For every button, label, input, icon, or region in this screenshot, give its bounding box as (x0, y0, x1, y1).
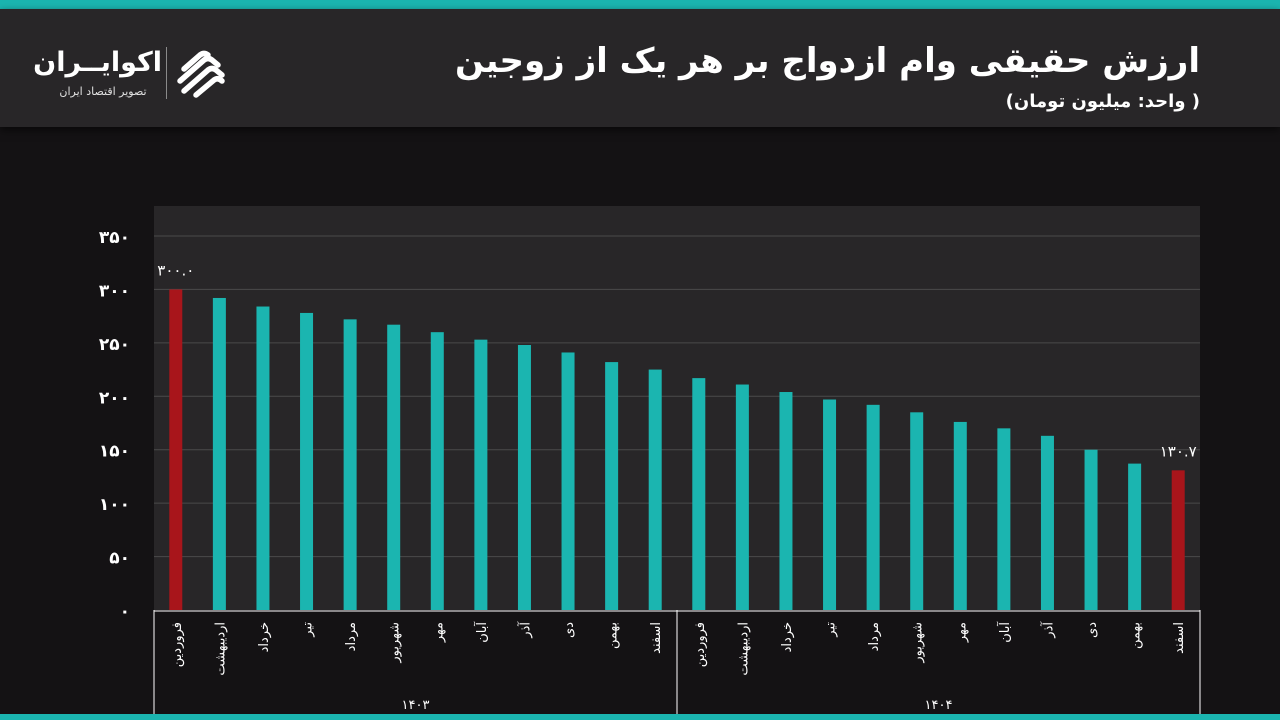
x-tick-label: تیر (824, 622, 839, 638)
y-tick-label: ۲۵۰ (99, 335, 130, 355)
group-label: ۱۴۰۴ (925, 698, 953, 713)
bar (997, 428, 1011, 610)
plot-area (154, 206, 1200, 610)
x-tick-label: مهر (431, 622, 446, 643)
x-tick-label: مهر (954, 622, 969, 643)
brand-logo[interactable]: اکوایــران تصویر اقتصاد ایران (33, 39, 244, 109)
y-tick-label: ۵۰ (109, 549, 130, 569)
bar (561, 352, 575, 610)
x-tick-label: مرداد (867, 622, 882, 651)
chart-title: ارزش حقیقی وام ازدواج بر هر یک از زوجین (455, 41, 1200, 81)
x-tick-label: دی (562, 622, 577, 638)
x-tick-label: دی (1085, 622, 1100, 638)
y-tick-label: ۰ (120, 602, 130, 622)
x-tick-label: فروردین (693, 622, 708, 667)
bar (692, 378, 706, 610)
y-tick-label: ۲۰۰ (99, 388, 130, 408)
x-tick-label: تیر (301, 622, 316, 638)
bar (910, 412, 924, 610)
x-tick-label: شهریور (911, 622, 926, 664)
y-tick-label: ۳۵۰ (99, 228, 130, 248)
top-accent-strip (0, 0, 1280, 9)
ecoiran-logo-icon (177, 50, 225, 98)
bar (953, 421, 967, 610)
bar (823, 399, 837, 610)
bar (474, 339, 488, 610)
x-tick-label: بهمن (1129, 622, 1144, 649)
x-tick-label: اردیبهشت (736, 622, 751, 676)
group-label: ۱۴۰۳ (402, 698, 430, 713)
x-tick-label: خرداد (780, 622, 795, 652)
bar (343, 319, 357, 610)
bar (256, 306, 270, 610)
bar (779, 392, 793, 610)
bar (430, 332, 444, 610)
chart-subtitle: ( واحد: میلیون تومان) (1005, 91, 1200, 112)
data-label: ۱۳۰.۷ (1160, 442, 1197, 460)
x-tick-label: اسفند (1172, 622, 1187, 654)
x-tick-label: اردیبهشت (213, 622, 228, 676)
x-tick-label: فروردین (170, 622, 185, 667)
x-tick-label: مرداد (344, 622, 359, 651)
bar (169, 289, 183, 610)
bar (300, 312, 314, 610)
y-tick-label: ۱۰۰ (99, 495, 130, 515)
header-bar: ارزش حقیقی وام ازدواج بر هر یک از زوجین … (0, 9, 1280, 127)
logo-name: اکوایــران (33, 47, 162, 78)
x-tick-label: خرداد (257, 622, 272, 652)
bar (1171, 470, 1185, 610)
x-tick-label: آذر (516, 621, 533, 639)
bar (1128, 463, 1142, 610)
x-tick-label: آذر (1039, 621, 1056, 639)
bar (1040, 435, 1054, 610)
data-label: ۳۰۰.۰ (157, 261, 194, 279)
bar (605, 362, 619, 610)
x-tick-label: بهمن (606, 622, 621, 649)
x-tick-label: شهریور (388, 622, 403, 664)
bar (735, 384, 749, 610)
bar (387, 324, 401, 610)
x-tick-label: اسفند (649, 622, 664, 654)
x-tick-label: آبان (996, 621, 1013, 643)
bar (517, 344, 531, 610)
logo-divider (166, 47, 167, 99)
x-tick-label: آبان (473, 621, 490, 643)
bar (1084, 449, 1098, 610)
y-tick-label: ۱۵۰ (99, 442, 130, 462)
bar (212, 297, 226, 610)
bar (866, 404, 880, 610)
logo-tagline: تصویر اقتصاد ایران (59, 85, 147, 98)
bottom-accent-strip (0, 714, 1280, 720)
y-tick-label: ۳۰۰ (99, 281, 130, 301)
bar (648, 369, 662, 610)
